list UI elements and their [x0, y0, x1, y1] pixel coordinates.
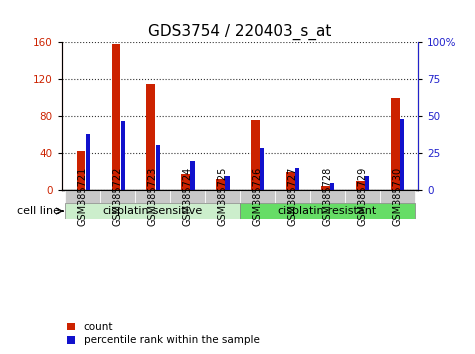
- Bar: [86, 134, 90, 190]
- Bar: [251, 120, 260, 190]
- Bar: [155, 144, 160, 190]
- Bar: [295, 168, 299, 190]
- Text: GSM385721: GSM385721: [78, 167, 88, 226]
- Bar: [240, 202, 415, 219]
- Text: GSM385723: GSM385723: [148, 167, 158, 226]
- Bar: [391, 98, 399, 190]
- Bar: [260, 148, 265, 190]
- Bar: [286, 172, 295, 190]
- Text: GSM385724: GSM385724: [182, 167, 192, 226]
- Bar: [225, 176, 229, 190]
- Bar: [181, 174, 190, 190]
- Text: GSM385730: GSM385730: [392, 167, 402, 226]
- Text: GSM385726: GSM385726: [252, 167, 262, 226]
- Bar: [205, 190, 240, 202]
- Bar: [345, 190, 380, 202]
- Bar: [330, 183, 334, 190]
- Bar: [65, 202, 240, 219]
- Bar: [356, 181, 365, 190]
- Bar: [365, 176, 369, 190]
- Bar: [146, 84, 155, 190]
- Text: cell line: cell line: [17, 206, 60, 216]
- Bar: [76, 151, 86, 190]
- Bar: [240, 190, 275, 202]
- Bar: [216, 179, 225, 190]
- Bar: [190, 161, 195, 190]
- Bar: [321, 186, 330, 190]
- Bar: [400, 119, 404, 190]
- Bar: [310, 190, 345, 202]
- Bar: [380, 190, 415, 202]
- Title: GDS3754 / 220403_s_at: GDS3754 / 220403_s_at: [148, 23, 332, 40]
- Bar: [121, 121, 125, 190]
- Text: GSM385729: GSM385729: [357, 167, 367, 226]
- Legend: count, percentile rank within the sample: count, percentile rank within the sample: [67, 322, 259, 345]
- Bar: [100, 190, 135, 202]
- Text: cisplatin-resistant: cisplatin-resistant: [277, 206, 377, 216]
- Text: GSM385727: GSM385727: [287, 167, 297, 226]
- Bar: [170, 190, 205, 202]
- Text: GSM385722: GSM385722: [113, 167, 123, 226]
- Bar: [65, 190, 100, 202]
- Bar: [135, 190, 170, 202]
- Text: GSM385728: GSM385728: [322, 167, 332, 226]
- Bar: [275, 190, 310, 202]
- Text: GSM385725: GSM385725: [218, 167, 228, 226]
- Bar: [112, 44, 120, 190]
- Text: cisplatin-sensitive: cisplatin-sensitive: [103, 206, 203, 216]
